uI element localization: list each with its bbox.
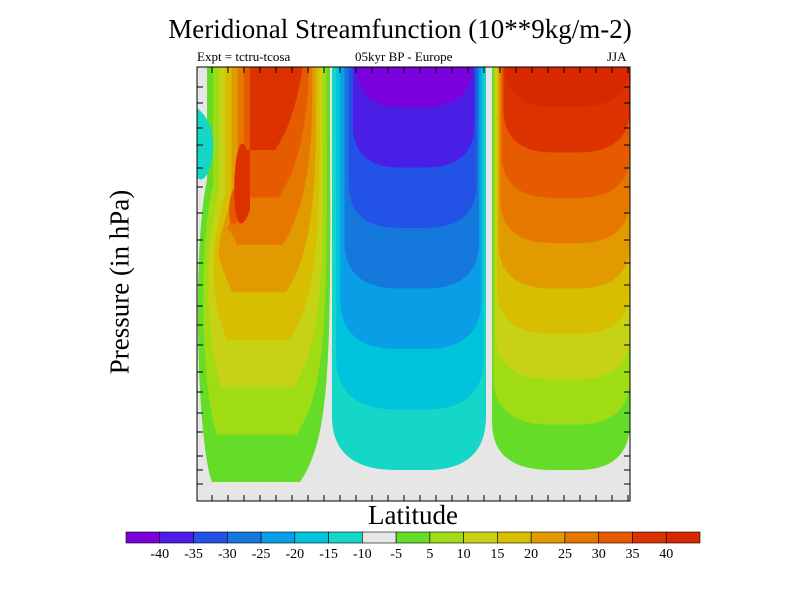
western-edge-negative-cell bbox=[197, 108, 214, 180]
colorbar-swatch bbox=[395, 531, 431, 544]
colorbar-tick-label: -30 bbox=[218, 547, 237, 562]
colorbar-swatch bbox=[665, 531, 701, 544]
colorbar-tick-label: 10 bbox=[457, 547, 471, 562]
southern-cell-band-8 bbox=[234, 67, 303, 224]
colorbar-tick-label: 40 bbox=[659, 547, 673, 562]
central-cell-band-7 bbox=[357, 67, 472, 107]
colorbar-tick-label: -20 bbox=[285, 547, 304, 562]
colorbar-tick-label: 30 bbox=[592, 547, 606, 562]
colorbar-tick-label: -35 bbox=[184, 547, 203, 562]
colorbar-tick-label: -25 bbox=[252, 547, 271, 562]
colorbar-tick-label: -40 bbox=[150, 547, 169, 562]
axis-ticks bbox=[197, 67, 630, 501]
colorbar-swatch bbox=[463, 531, 498, 544]
contour-field bbox=[197, 67, 630, 482]
plot-frame bbox=[196, 66, 631, 502]
colorbar-tick-label: 35 bbox=[625, 547, 639, 562]
colorbar-swatch bbox=[564, 531, 600, 544]
chart-title: Meridional Streamfunction (10**9kg/m-2) bbox=[168, 14, 632, 44]
colorbar-swatch bbox=[226, 531, 262, 544]
colorbar-tick-label: 20 bbox=[524, 547, 538, 562]
season-label: JJA bbox=[607, 49, 627, 64]
experiment-label: Expt = tctru-tcosa bbox=[197, 49, 291, 64]
colorbar-swatch bbox=[159, 531, 194, 544]
northern-cell-band-9 bbox=[505, 67, 630, 107]
colorbar-swatch bbox=[328, 531, 363, 544]
colorbar-tick-label: 5 bbox=[426, 547, 433, 562]
colorbar-tick-label: -10 bbox=[353, 547, 372, 562]
colorbar-swatch bbox=[632, 531, 667, 544]
colorbar-swatch bbox=[598, 531, 633, 544]
colorbar-swatch bbox=[362, 531, 397, 544]
x-axis-label: Latitude bbox=[368, 500, 458, 530]
colorbar-swatch bbox=[294, 531, 329, 544]
colorbar-swatch bbox=[497, 531, 532, 544]
colorbar-tick-label: 25 bbox=[558, 547, 572, 562]
colorbar-swatch bbox=[125, 531, 161, 544]
colorbar-swatch bbox=[193, 531, 228, 544]
colorbar-swatch bbox=[429, 531, 464, 544]
colorbar-swatch bbox=[260, 531, 296, 544]
colorbar-tick-label: -15 bbox=[319, 547, 338, 562]
period-region-label: 05kyr BP - Europe bbox=[355, 49, 453, 64]
colorbar-swatch bbox=[530, 531, 566, 544]
colorbar: -40 -35 -30 -25 -20 -15 -10 -5 5 10 15 20 25 30 35 40 bbox=[125, 531, 701, 562]
colorbar-tick-label: 15 bbox=[490, 547, 504, 562]
colorbar-tick-label: -5 bbox=[390, 547, 402, 562]
